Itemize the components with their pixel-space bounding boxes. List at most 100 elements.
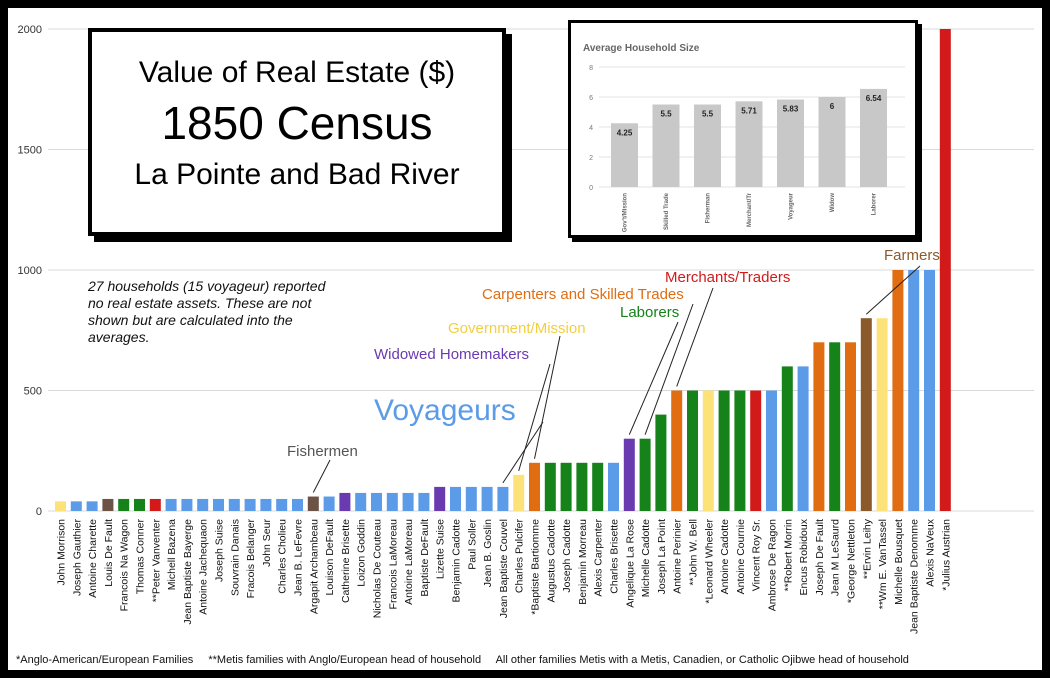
chart-title-line2: 1850 Census <box>161 97 433 149</box>
inset-bar <box>694 104 721 187</box>
x-tick-label: *Leonard Wheeler <box>703 519 715 604</box>
inset-value-label: 4.25 <box>617 128 633 137</box>
bar <box>860 318 872 511</box>
missing-data-note: 27 households (15 voyageur) reported no … <box>88 278 326 345</box>
x-tick-label: Jean Baptiste Bayerge <box>182 519 194 625</box>
x-tick-label: Joseph De Fault <box>814 519 826 596</box>
bar <box>149 498 161 511</box>
bar <box>544 462 556 511</box>
inset-x-tick-label: Skilled Trade <box>664 192 670 230</box>
bar <box>513 474 525 511</box>
x-tick-label: Joseph Gauthier <box>71 519 83 597</box>
pointer-line <box>865 265 921 315</box>
x-tick-label: Joseph Suise <box>214 519 226 582</box>
main-bar-chart: 0 500 1000 1500 2000 John Morrison Joseph Gaut… <box>18 24 1034 634</box>
bar <box>292 498 303 511</box>
inset-y-tick-label: 2 <box>589 155 593 162</box>
inset-bar <box>611 123 638 187</box>
bar <box>924 270 935 511</box>
inset-x-tick-label: Laborer <box>872 192 878 215</box>
household-size-chart: Average Household Size 0 2 4 6 8 4.25 Gov't/Mis… <box>583 43 905 232</box>
bar <box>402 492 414 511</box>
inset-bar <box>735 101 763 187</box>
pointer-line <box>502 421 544 484</box>
inset-y-tick-label: 4 <box>589 125 593 132</box>
bar <box>876 318 888 511</box>
x-tick-label: Fracois Belanger <box>245 519 257 599</box>
x-tick-label: Vincent Roy Sr. <box>751 519 763 591</box>
pointer-line <box>628 321 679 435</box>
inset-y-tick-label: 0 <box>589 185 593 192</box>
x-tick-label: *Baptiste Bartiomme <box>530 519 542 615</box>
x-tick-label: Antoine LaMoreau <box>403 519 415 605</box>
footer-other: All other families Metis with a Metis, C… <box>495 654 909 666</box>
bar <box>781 366 793 511</box>
x-tick-label: Angelique La Rose <box>624 519 636 608</box>
pointer-line <box>644 303 694 435</box>
x-tick-label: Joseph Cadotte <box>561 519 573 593</box>
inset-value-label: 5.5 <box>660 110 672 119</box>
x-tick-label: Catherine Brisette <box>340 519 352 603</box>
y-tick-label: 2000 <box>18 24 42 36</box>
bar <box>813 342 825 511</box>
x-tick-label: Jean M LeSaurd <box>830 519 842 596</box>
bar <box>307 496 319 511</box>
footer-legend: *Anglo-American/European Families **Meti… <box>16 654 921 666</box>
x-tick-label: Charles Pulcifer <box>514 519 526 594</box>
bar <box>465 486 477 511</box>
group-label-widow: Widowed Homemakers <box>374 346 529 363</box>
group-label-voyageur: Voyageurs <box>374 394 516 427</box>
pointer-line <box>676 287 714 387</box>
y-tick-label: 1000 <box>18 265 42 277</box>
bar <box>355 492 367 511</box>
x-tick-label: Michelle Bousquet <box>893 519 905 605</box>
bar <box>165 498 177 511</box>
x-tick-label: Benjamin Morreau <box>577 519 589 605</box>
chart-frame: 0 500 1000 1500 2000 John Morrison Joseph Gaut… <box>8 8 1042 670</box>
x-tick-label: Augustus Cadotte <box>545 519 557 603</box>
pointer-line <box>534 335 561 459</box>
bar <box>687 390 698 511</box>
bar <box>497 486 509 511</box>
x-tick-label: Lizette Suise <box>435 519 447 579</box>
bar <box>702 390 714 511</box>
x-tick-label: **Wm E. VanTassel <box>877 519 889 609</box>
x-tick-label: John Seur <box>261 519 273 567</box>
x-tick-label: Charles Cholieu <box>277 519 289 594</box>
x-tick-label: Francois Na Wagon <box>119 519 131 612</box>
bar <box>718 390 730 511</box>
x-tick-label: Jean B. LeFevre <box>293 519 305 596</box>
group-label-merchant: Merchants/Traders <box>665 269 790 286</box>
inset-value-label: 6 <box>830 102 835 111</box>
pointer-line <box>312 459 331 493</box>
bar <box>481 486 493 511</box>
x-tick-label: Antoine Jachequaon <box>198 519 210 615</box>
group-label-skilled: Carpenters and Skilled Trades <box>482 286 684 303</box>
inset-value-label: 5.5 <box>702 110 714 119</box>
x-tick-label: *Julius Austrian <box>940 519 952 591</box>
bar <box>55 501 66 511</box>
group-label-government: Government/Mission <box>448 320 586 337</box>
bar <box>260 498 272 511</box>
inset-x-tick-label: Widow <box>830 193 836 213</box>
inset-title: Average Household Size <box>583 43 700 54</box>
inset-bar <box>818 97 846 187</box>
inset-x-tick-label: Fisherman <box>706 193 712 224</box>
y-tick-label: 1500 <box>18 145 42 157</box>
bar <box>213 498 224 511</box>
inset-bar <box>777 99 804 187</box>
x-tick-label: **Ervin Leihy <box>861 518 873 579</box>
x-tick-label: Jean B. Goslin <box>482 519 494 587</box>
x-tick-label: Paul Soller <box>466 519 478 570</box>
x-tick-label: Baptiste DeFault <box>419 519 431 597</box>
x-tick-label: Benjamin Cadotte <box>451 519 463 603</box>
x-tick-label: Souvrain Danais <box>229 519 241 596</box>
x-tick-label: Thomas Conner <box>135 519 147 595</box>
x-tick-label: Charles Brisette <box>609 519 621 594</box>
footer-metis-anglo: **Metis families with Anglo/European hea… <box>208 654 482 666</box>
x-tick-label: Encus Robidoux <box>798 518 810 595</box>
bar <box>845 342 856 511</box>
bar <box>655 414 667 511</box>
title-box: Value of Real Estate ($) 1850 Census La … <box>88 28 506 236</box>
bar <box>70 501 82 511</box>
